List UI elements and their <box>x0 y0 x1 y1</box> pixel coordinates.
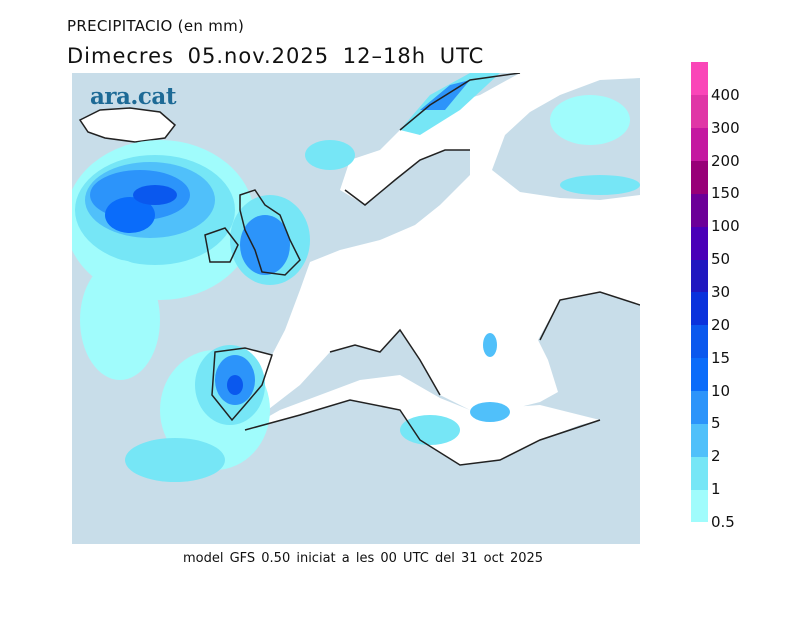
legend-swatch <box>691 324 708 359</box>
legend-label: 0.5 <box>711 513 735 531</box>
legend-swatch <box>691 160 708 194</box>
model-run-caption: model GFS 0.50 iniciat a les 00 UTC del … <box>182 551 544 566</box>
masked-area <box>212 73 640 465</box>
legend-label: 30 <box>711 283 731 301</box>
legend-swatch <box>691 226 708 260</box>
legend-label: 15 <box>711 348 731 367</box>
legend-label: 300 <box>711 118 740 137</box>
map-subtitle: Dimecres 05.nov.2025 12–18h UTC <box>67 44 485 68</box>
legend-label: 50 <box>711 250 731 269</box>
legend-swatch <box>691 62 708 96</box>
legend-swatch <box>691 357 708 392</box>
map-title: PRECIPITACIO (en mm) <box>67 17 245 35</box>
legend-swatch <box>691 259 708 293</box>
legend-swatch <box>691 456 708 490</box>
legend-swatch <box>691 193 708 227</box>
legend-label: 200 <box>711 151 740 170</box>
coastlines <box>204 73 640 466</box>
legend-label: 150 <box>711 184 740 203</box>
precip-iberia <box>125 345 270 482</box>
precip-norway <box>400 73 640 445</box>
legend-swatch <box>691 390 708 424</box>
iceland <box>78 107 177 143</box>
legend-swatch <box>691 423 708 457</box>
legend-label: 100 <box>711 217 740 236</box>
legend-label: 20 <box>711 315 731 334</box>
legend-label: 10 <box>711 381 731 400</box>
legend-swatch <box>691 489 708 523</box>
legend-label: 2 <box>711 447 721 466</box>
legend-swatch <box>691 127 708 162</box>
legend-swatch <box>691 292 708 326</box>
legend-label: 400 <box>711 85 740 104</box>
legend-label: 1 <box>711 480 721 499</box>
precipitation-legend <box>691 62 708 523</box>
ara-cat-logo: ara.cat <box>90 83 176 110</box>
legend-swatch <box>691 94 708 129</box>
legend-label: 5 <box>711 414 721 433</box>
